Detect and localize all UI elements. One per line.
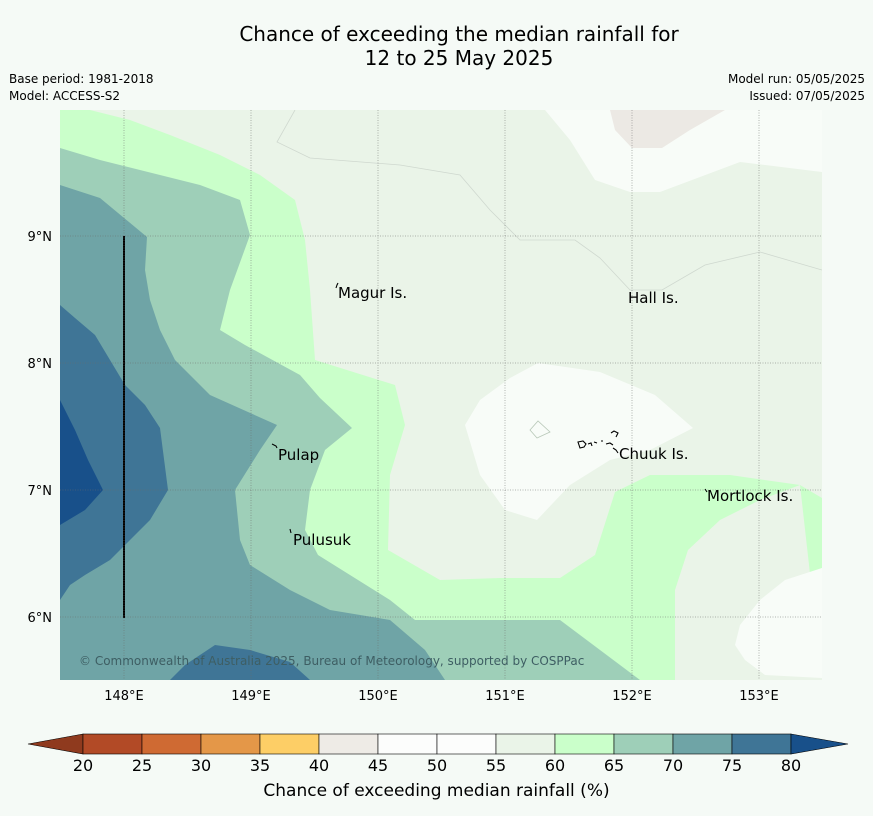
x-tick-label: 153°E [739, 689, 779, 704]
colorbar-tick-label: 35 [250, 756, 270, 775]
place-label-magur: Magur Is. [338, 284, 407, 302]
fill-50-55-sw-corner [775, 110, 822, 118]
mortlock-island-shape [704, 488, 708, 493]
colorbar-bin [377, 733, 438, 755]
contour-fills [60, 110, 822, 680]
colorbar-tick-label: 70 [663, 756, 683, 775]
y-tick-label: 7°N [28, 484, 53, 499]
x-axis-ticks: 148°E 149°E 150°E 151°E 152°E 153°E [104, 689, 779, 704]
island-outlines [271, 282, 708, 534]
colorbar-extend-high [790, 733, 849, 755]
colorbar-bin [259, 733, 320, 755]
issued-date: Issued: 07/05/2025 [749, 89, 865, 103]
x-tick-label: 148°E [104, 689, 144, 704]
colorbar-tick-label: 40 [309, 756, 329, 775]
place-label-chuuk: Chuuk Is. [619, 445, 688, 463]
x-tick-label: 152°E [612, 689, 652, 704]
colorbar-ticks: 20 25 30 35 40 45 50 55 60 65 70 75 80 [73, 756, 801, 775]
colorbar-tick-label: 50 [427, 756, 447, 775]
colorbar-tick-label: 60 [545, 756, 565, 775]
contour-line-55 [276, 110, 822, 291]
colorbar-extend-low [27, 733, 84, 755]
colorbar-bin [82, 733, 143, 755]
fill-50-55-se [735, 568, 822, 678]
fill-75-80 [60, 305, 168, 600]
model-run: Model run: 05/05/2025 [727, 72, 865, 86]
colorbar-bin [731, 733, 792, 755]
fill-above-80 [60, 400, 103, 525]
map-title: Chance of exceeding the median rainfall … [0, 22, 873, 70]
fill-75-80-south [170, 645, 310, 680]
colorbar-bin [613, 733, 674, 755]
gridlines [60, 110, 822, 680]
y-tick-label: 9°N [28, 230, 53, 245]
place-label-pulap: Pulap [278, 446, 319, 464]
colorbar-bin [200, 733, 261, 755]
colorbar-bin [141, 733, 202, 755]
place-labels: Magur Is. Hall Is. Pulap Chuuk Is. Mortl… [278, 284, 793, 549]
colorbar-tick-label: 20 [73, 756, 93, 775]
fill-70-75 [60, 185, 445, 680]
colorbar-label: Chance of exceeding median rainfall (%) [263, 781, 610, 801]
colorbar-tick-label: 75 [722, 756, 742, 775]
colorbar-tick-label: 25 [132, 756, 152, 775]
place-label-hall: Hall Is. [628, 289, 679, 307]
magur-island-shape [335, 282, 339, 289]
colorbar-tick-label: 65 [604, 756, 624, 775]
colorbar-tick-label: 80 [781, 756, 801, 775]
colorbar-tick-label: 55 [486, 756, 506, 775]
title-line-2: 12 to 25 May 2025 [364, 46, 554, 70]
copyright-text: © Commonwealth of Australia 2025, Bureau… [79, 654, 584, 668]
model-name: Model: ACCESS-S2 [9, 89, 121, 103]
colorbar-bin [554, 733, 615, 755]
x-tick-label: 151°E [485, 689, 525, 704]
contour-island-box [529, 420, 551, 439]
x-tick-label: 149°E [231, 689, 271, 704]
colorbar-tick-label: 30 [191, 756, 211, 775]
colorbar [27, 733, 849, 755]
title-line-1: Chance of exceeding the median rainfall … [239, 22, 679, 46]
pulap-island-shape [271, 443, 278, 449]
fill-45-50-corner [610, 110, 725, 148]
colorbar-bin [672, 733, 733, 755]
pulusuk-island-shape [289, 528, 292, 534]
colorbar-bin [436, 733, 497, 755]
base-period: Base period: 1981-2018 [9, 72, 154, 86]
chuuk-island-shape [577, 430, 619, 454]
place-label-pulusuk: Pulusuk [293, 531, 351, 549]
colorbar-tick-label: 45 [368, 756, 388, 775]
colorbar-bin [495, 733, 556, 755]
meta-right: Model run: 05/05/2025 Issued: 07/05/2025 [728, 71, 865, 105]
fill-50-55-north [295, 110, 822, 192]
place-label-mortlock: Mortlock Is. [707, 487, 793, 505]
colorbar-bin [318, 733, 379, 755]
x-tick-label: 150°E [358, 689, 398, 704]
y-tick-label: 6°N [28, 611, 53, 626]
y-tick-label: 8°N [28, 357, 53, 372]
y-axis-ticks: 9°N 8°N 7°N 6°N [28, 230, 53, 626]
meta-left: Base period: 1981-2018 Model: ACCESS-S2 [9, 71, 154, 105]
